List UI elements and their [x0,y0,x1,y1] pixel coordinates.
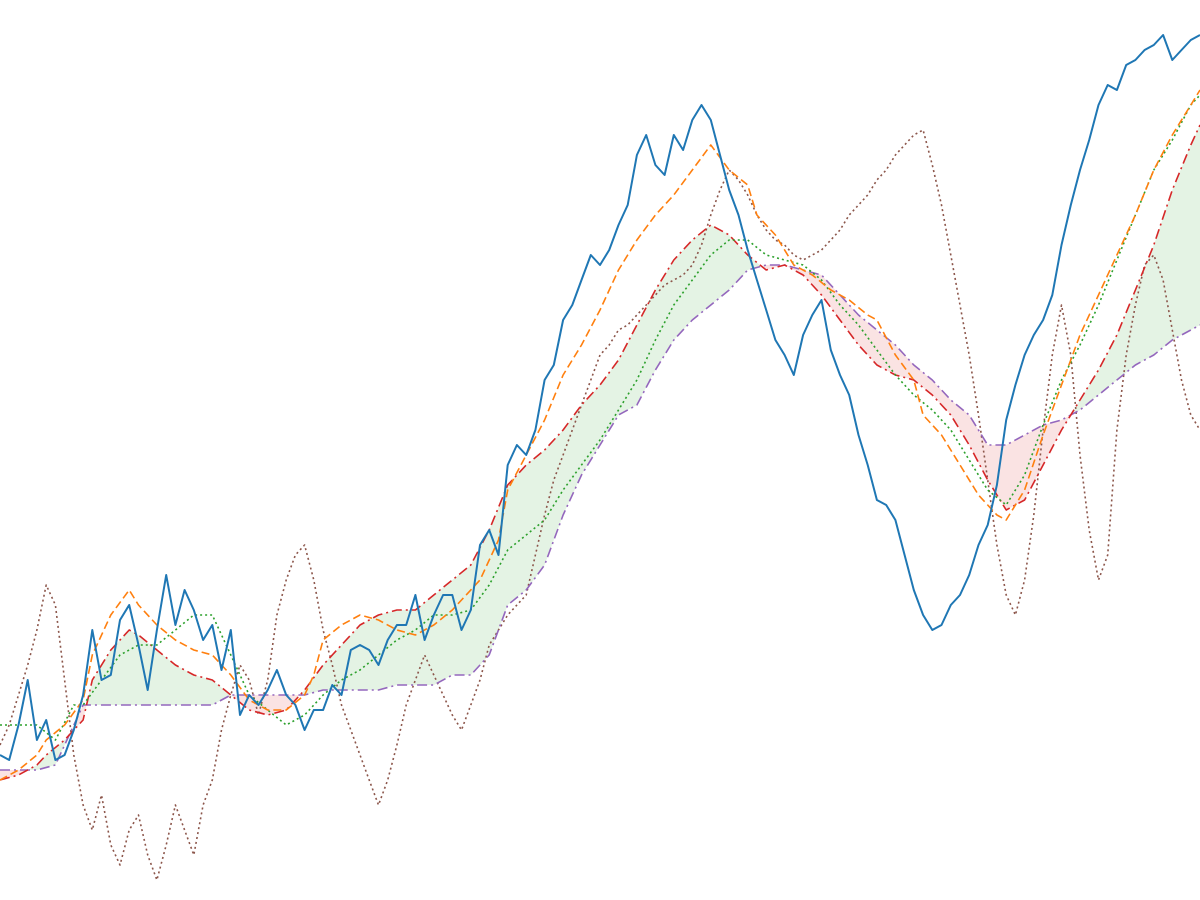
cloud-bullish-region-3 [87,630,234,705]
cloud-bullish-region-5 [300,225,764,695]
span-b-line [0,264,1200,771]
ichimoku-cloud [0,125,1200,780]
cloud-bullish-region-9 [1070,125,1200,415]
cloud-bullish-region-1 [27,730,72,770]
cloud-bearish-region-8 [786,265,1071,510]
price-line [0,34,1200,761]
conversion-line [0,89,1200,781]
indicator-lines [0,34,1200,881]
span-a-line [0,124,1200,781]
